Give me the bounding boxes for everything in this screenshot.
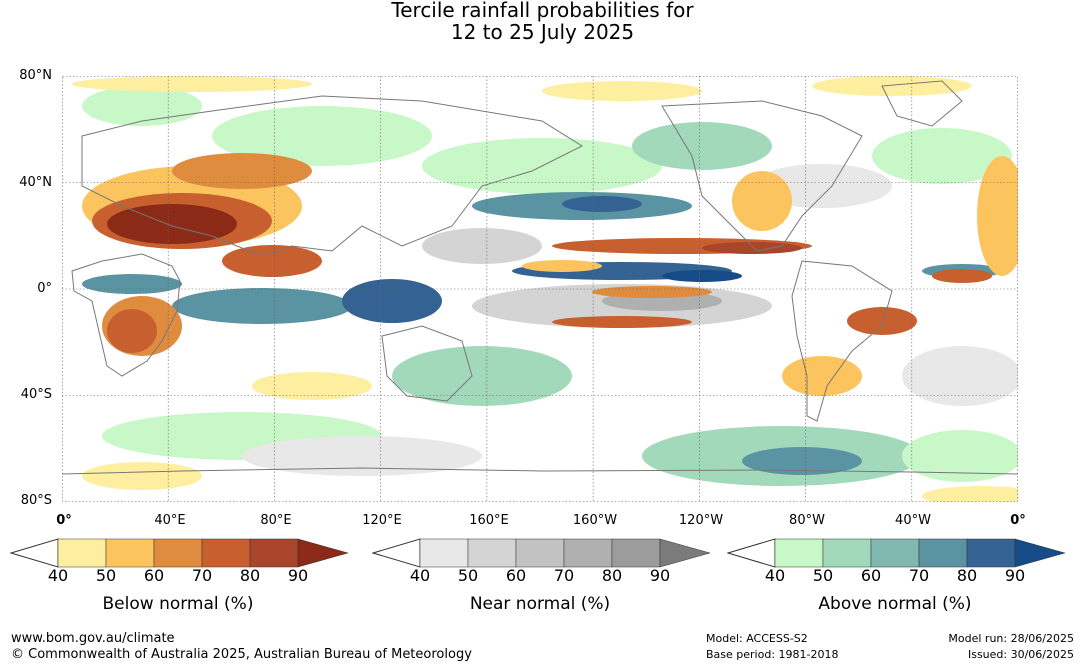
near-swatch-6 bbox=[659, 538, 711, 568]
lat-label-80n: 80°N bbox=[19, 68, 52, 83]
above-tick: 70 bbox=[908, 566, 930, 585]
below-swatch-5 bbox=[249, 538, 299, 568]
below-swatch-1 bbox=[57, 538, 107, 568]
graticule bbox=[62, 76, 1018, 502]
australia-outline bbox=[381, 325, 473, 402]
lon-label-40w: 40°W bbox=[895, 513, 931, 528]
below-swatch-3 bbox=[153, 538, 203, 568]
lon-label-80e: 80°E bbox=[260, 513, 292, 528]
map-title-line2: 12 to 25 July 2025 bbox=[450, 20, 635, 44]
below-normal-colorbar bbox=[10, 538, 349, 568]
near-tick: 70 bbox=[553, 566, 575, 585]
above-tick: 50 bbox=[812, 566, 834, 585]
lon-label-160e: 160°E bbox=[469, 513, 509, 528]
near-tick: 80 bbox=[601, 566, 623, 585]
rainfall-probability-map bbox=[62, 76, 1018, 502]
below-tick: 60 bbox=[143, 566, 165, 585]
above-normal-colorbar bbox=[727, 538, 1066, 568]
above-tick: 80 bbox=[956, 566, 978, 585]
lat-label-40n: 40°N bbox=[19, 175, 52, 190]
model-name: Model: ACCESS-S2 bbox=[706, 632, 808, 645]
lon-label-120e: 120°E bbox=[362, 513, 402, 528]
above-tick: 60 bbox=[860, 566, 882, 585]
greenland-outline bbox=[881, 80, 963, 127]
near-swatch-2 bbox=[467, 538, 517, 568]
below-tick: 90 bbox=[287, 566, 309, 585]
near-normal-label: Near normal (%) bbox=[469, 594, 611, 614]
near-tick: 60 bbox=[505, 566, 527, 585]
lon-label-40e: 40°E bbox=[154, 513, 186, 528]
south-america-outline bbox=[791, 260, 893, 422]
below-swatch-6 bbox=[297, 538, 349, 568]
near-swatch-5 bbox=[611, 538, 661, 568]
probability-patches bbox=[72, 76, 1018, 502]
eurasia-outline bbox=[81, 95, 584, 257]
below-tick: 50 bbox=[95, 566, 117, 585]
bom-url[interactable]: www.bom.gov.au/climate bbox=[11, 631, 175, 646]
copyright-notice: © Commonwealth of Australia 2025, Austra… bbox=[11, 647, 472, 662]
above-swatch-3 bbox=[870, 538, 920, 568]
below-tick: 80 bbox=[239, 566, 261, 585]
above-swatch-2 bbox=[822, 538, 872, 568]
below-tick: 70 bbox=[191, 566, 213, 585]
model-run-date: Model run: 28/06/2025 bbox=[948, 632, 1074, 645]
issued-date: Issued: 30/06/2025 bbox=[967, 648, 1074, 661]
base-period: Base period: 1981-2018 bbox=[706, 648, 839, 661]
near-swatch-3 bbox=[515, 538, 565, 568]
north-america-outline bbox=[661, 100, 863, 252]
above-tick: 90 bbox=[1004, 566, 1026, 585]
lon-label-80w: 80°W bbox=[789, 513, 825, 528]
lon-label-0: 0° bbox=[56, 513, 72, 528]
near-tick: 90 bbox=[649, 566, 671, 585]
lon-label-160w: 160°W bbox=[572, 513, 618, 528]
above-tick: 40 bbox=[764, 566, 786, 585]
above-swatch-5 bbox=[966, 538, 1016, 568]
lat-label-40s: 40°S bbox=[20, 387, 52, 402]
map-title-line1: Tercile rainfall probabilities for bbox=[391, 0, 694, 22]
lat-label-80s: 80°S bbox=[20, 493, 52, 508]
lon-label-120w: 120°W bbox=[678, 513, 724, 528]
africa-outline bbox=[71, 253, 181, 377]
near-tick: 40 bbox=[409, 566, 431, 585]
lat-label-equator: 0° bbox=[37, 281, 52, 296]
above-normal-label: Above normal (%) bbox=[818, 594, 972, 614]
near-tick: 50 bbox=[457, 566, 479, 585]
below-swatch-4 bbox=[201, 538, 251, 568]
below-normal-label: Below normal (%) bbox=[102, 594, 254, 614]
above-swatch-6 bbox=[1014, 538, 1066, 568]
near-normal-colorbar bbox=[372, 538, 711, 568]
near-swatch-4 bbox=[563, 538, 613, 568]
near-swatch-1 bbox=[419, 538, 469, 568]
lon-label-0-end: 0° bbox=[1010, 513, 1026, 528]
above-swatch-4 bbox=[918, 538, 968, 568]
below-tick: 40 bbox=[47, 566, 69, 585]
below-swatch-2 bbox=[105, 538, 155, 568]
above-swatch-1 bbox=[774, 538, 824, 568]
